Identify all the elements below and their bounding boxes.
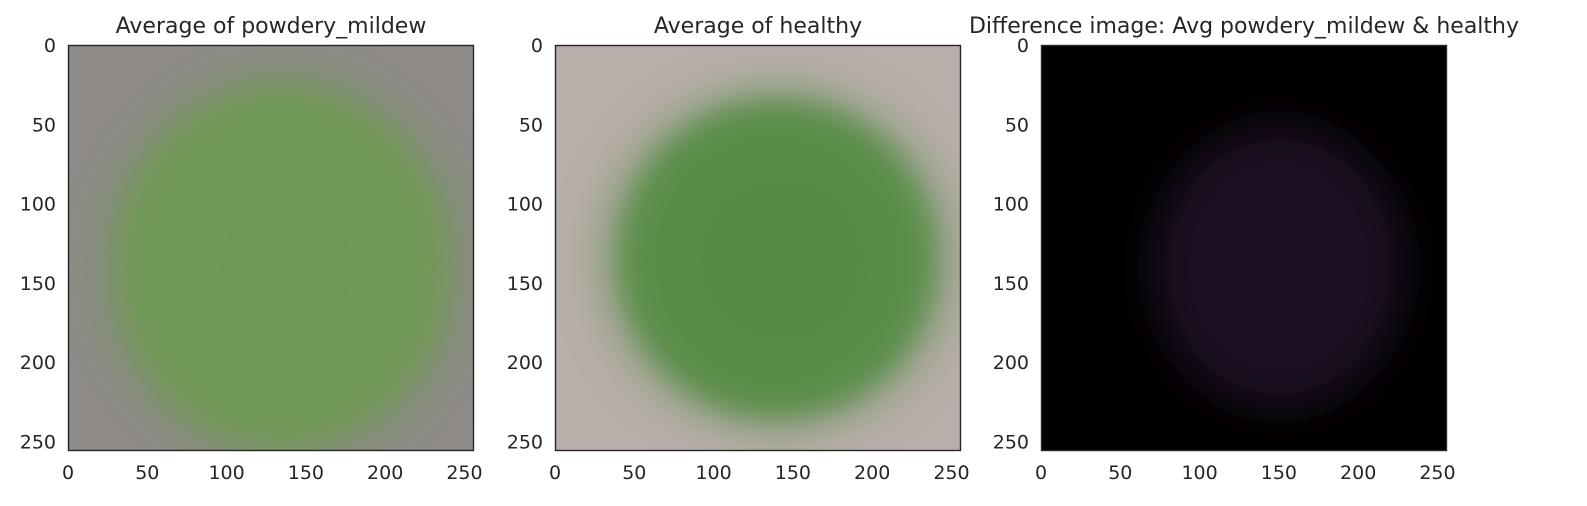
x-tick-label: 200	[367, 462, 403, 484]
y-tick-label: 250	[20, 431, 56, 453]
y-tick-label: 150	[993, 273, 1029, 295]
y-tick-label: 50	[32, 114, 56, 136]
leaf-core	[686, 163, 878, 355]
x-tick-label: 150	[775, 462, 811, 484]
x-tick-label: 100	[1181, 462, 1217, 484]
y-tick-label: 50	[519, 114, 543, 136]
x-tick-label: 150	[1261, 462, 1297, 484]
x-tick-label: 200	[854, 462, 890, 484]
x-tick-label: 250	[446, 462, 482, 484]
image-content	[555, 45, 961, 451]
x-tick-label: 50	[1108, 462, 1132, 484]
x-tick-label: 50	[622, 462, 646, 484]
panel-healthy-average: Average of healthy 0 50 100 150 200 250 0 50 100…	[507, 14, 970, 484]
y-tick-label: 150	[20, 273, 56, 295]
y-tick-label: 100	[507, 194, 543, 216]
y-tick-label: 0	[531, 35, 543, 57]
x-tick-label: 100	[208, 462, 244, 484]
panel-powdery-mildew-average: Average of powdery_mildew 0 50 100 150 200 25…	[20, 14, 483, 484]
y-tick-label: 200	[507, 352, 543, 374]
axes-frame	[554, 44, 962, 452]
x-tick-label: 100	[695, 462, 731, 484]
axes-frame	[1040, 44, 1448, 452]
y-tick-label: 100	[993, 194, 1029, 216]
x-tick-label: 0	[549, 462, 561, 484]
x-tick-label: 0	[1035, 462, 1047, 484]
x-tick-label: 250	[1419, 462, 1455, 484]
y-tick-label: 0	[44, 35, 56, 57]
x-tick-label: 200	[1340, 462, 1376, 484]
x-tick-label: 0	[62, 462, 74, 484]
y-tick-label: 50	[1005, 114, 1029, 136]
panel-title: Average of healthy	[654, 14, 862, 39]
y-tick-label: 250	[993, 431, 1029, 453]
x-tick-label: 250	[933, 462, 969, 484]
x-tick-label: 150	[288, 462, 324, 484]
y-tick-label: 200	[20, 352, 56, 374]
image-content	[1041, 45, 1447, 451]
y-tick-label: 150	[507, 273, 543, 295]
y-tick-label: 0	[1017, 35, 1029, 57]
y-tick-label: 100	[20, 194, 56, 216]
x-tick-label: 50	[135, 462, 159, 484]
panel-title: Average of powdery_mildew	[116, 14, 427, 39]
leaf-core	[187, 157, 388, 377]
axes-frame	[67, 44, 475, 452]
image-content	[68, 45, 474, 451]
y-tick-label: 200	[993, 352, 1029, 374]
y-tick-label: 250	[507, 431, 543, 453]
panel-difference-image: Difference image: Avg powdery_mildew & h…	[969, 14, 1519, 484]
panel-title: Difference image: Avg powdery_mildew & h…	[969, 14, 1519, 39]
difference-blob	[1152, 124, 1406, 410]
